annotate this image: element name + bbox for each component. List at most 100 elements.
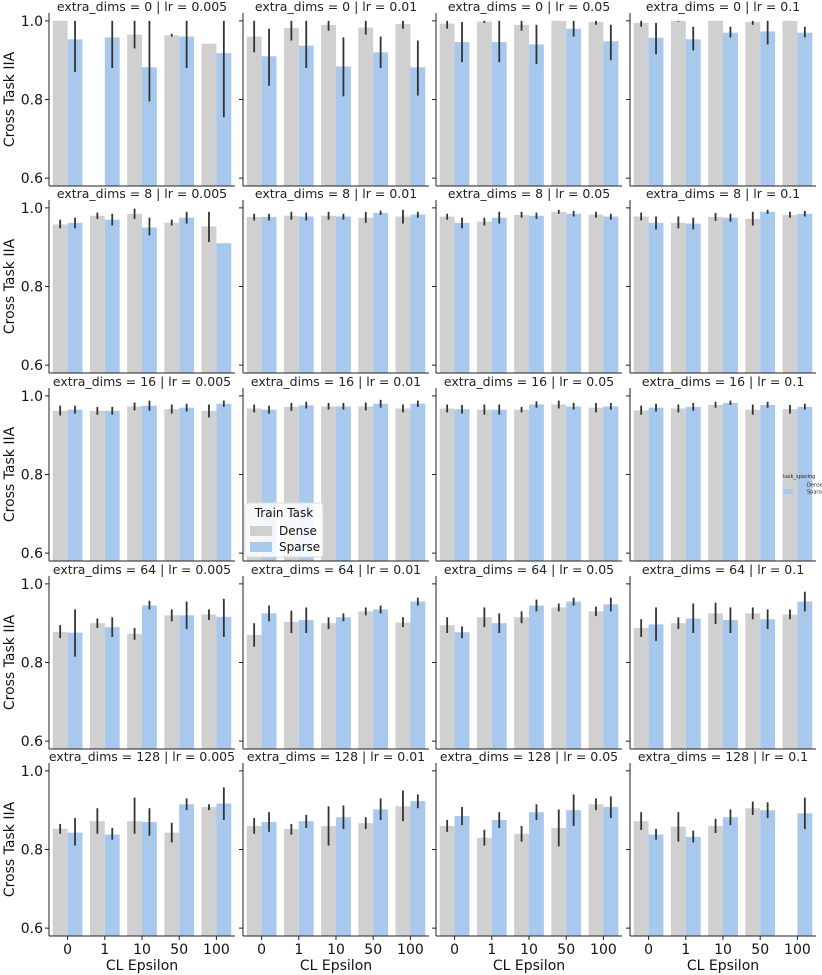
dense-bar <box>514 24 529 186</box>
sparse-bar <box>410 214 426 373</box>
sparse-bar <box>685 836 701 936</box>
dense-bar <box>89 821 105 936</box>
dense-bar <box>395 408 411 561</box>
dense-bar <box>551 211 567 373</box>
x-tick-label: 1 <box>294 942 303 958</box>
dense-bar <box>283 622 299 749</box>
panel-title: extra_dims = 0 | lr = 0.05 <box>448 0 610 14</box>
dense-bar <box>395 24 411 187</box>
y-tick-label: 0.8 <box>21 843 43 859</box>
dense-bar <box>476 221 492 373</box>
x-tick-label: 0 <box>257 942 266 958</box>
sparse-bar <box>261 821 277 936</box>
sparse-bar <box>648 834 664 936</box>
dense-bar <box>201 614 217 749</box>
dense-bar <box>708 404 723 561</box>
y-axis-label: Cross Task IIA <box>2 51 18 147</box>
panel-title: extra_dims = 8 | lr = 0.01 <box>255 186 417 201</box>
sparse-bar <box>685 406 701 561</box>
x-tick-label: 0 <box>450 942 459 958</box>
sparse-bar <box>142 67 157 186</box>
sparse-bar <box>373 609 389 749</box>
panel-title: extra_dims = 64 | lr = 0.1 <box>642 562 804 577</box>
x-tick-label: 100 <box>784 942 811 958</box>
dense-bar <box>395 806 411 936</box>
sparse-bar <box>648 222 664 373</box>
sparse-bar <box>760 211 776 373</box>
dense-bar <box>321 24 336 186</box>
x-tick-label: 10 <box>714 942 732 958</box>
dense-bar <box>551 404 567 561</box>
sparse-bar <box>760 404 776 561</box>
sparse-bar <box>566 213 582 373</box>
dense-bar <box>321 215 336 373</box>
y-tick-label: 0.6 <box>21 171 43 187</box>
dense-bar <box>670 20 686 186</box>
sparse-bar <box>648 407 664 561</box>
dense-bar <box>127 406 142 561</box>
x-tick-label: 1 <box>681 942 690 958</box>
dense-bar <box>670 826 686 936</box>
dense-bar <box>439 825 455 936</box>
panel-title: extra_dims = 128 | lr = 0.01 <box>247 749 425 764</box>
sparse-bar <box>261 216 277 373</box>
sparse-bar <box>142 405 157 561</box>
sparse-bar <box>67 832 83 936</box>
dense-bar <box>127 34 142 186</box>
panel-title: extra_dims = 8 | lr = 0.1 <box>646 186 800 201</box>
dense-bar <box>745 218 761 373</box>
sparse-bar <box>298 216 314 373</box>
sparse-bar <box>336 817 351 936</box>
dense-bar <box>164 222 180 373</box>
dense-bar <box>201 43 217 186</box>
sparse-bar <box>603 406 619 561</box>
dense-bar <box>476 837 492 936</box>
sparse-bar <box>336 406 351 561</box>
dense-bar <box>127 821 142 936</box>
dense-bar <box>588 804 604 936</box>
dense-bar <box>321 825 336 936</box>
sparse-bar <box>760 810 776 936</box>
sparse-bar <box>760 619 776 749</box>
dense-bar <box>633 627 649 749</box>
y-tick-label: 1.0 <box>21 577 43 593</box>
y-tick-label: 0.6 <box>21 921 43 937</box>
dense-bar <box>588 611 604 749</box>
panel-title: extra_dims = 16 | lr = 0.1 <box>642 374 804 389</box>
dense-bar <box>52 410 68 561</box>
dense-bar <box>246 634 262 749</box>
y-tick-label: 0.6 <box>21 546 43 562</box>
sparse-bar <box>603 604 619 749</box>
dense-bar <box>52 20 68 186</box>
panel-title: extra_dims = 64 | lr = 0.005 <box>53 562 231 577</box>
dense-bar <box>439 408 455 561</box>
legend-swatch-sparse <box>250 542 272 552</box>
sparse-bar <box>216 243 232 373</box>
sparse-bar <box>410 801 426 936</box>
dense-bar <box>782 214 798 373</box>
dense-bar <box>633 216 649 373</box>
y-tick-label: 1.0 <box>21 201 43 217</box>
sparse-bar <box>797 813 813 936</box>
dense-bar <box>283 215 299 373</box>
panel-title: extra_dims = 64 | lr = 0.01 <box>251 562 421 577</box>
dense-bar <box>708 825 723 936</box>
y-tick-label: 0.8 <box>21 468 43 484</box>
y-tick-label: 1.0 <box>21 764 43 780</box>
legend-title: Train Task <box>254 506 314 520</box>
panel-title: extra_dims = 16 | lr = 0.005 <box>53 374 231 389</box>
sparse-bar <box>410 601 426 749</box>
dense-bar <box>321 623 336 749</box>
dense-bar <box>164 409 180 561</box>
sparse-bar <box>723 620 738 749</box>
legend2-label-sparse: Sparse <box>807 490 822 496</box>
legend-label-sparse: Sparse <box>279 540 320 554</box>
sparse-bar <box>142 227 157 373</box>
sparse-bar <box>261 56 277 186</box>
sparse-bar <box>723 32 738 186</box>
sparse-bar <box>104 219 120 373</box>
dense-bar <box>514 617 529 749</box>
dense-bar <box>164 35 180 186</box>
sparse-bar <box>723 217 738 373</box>
